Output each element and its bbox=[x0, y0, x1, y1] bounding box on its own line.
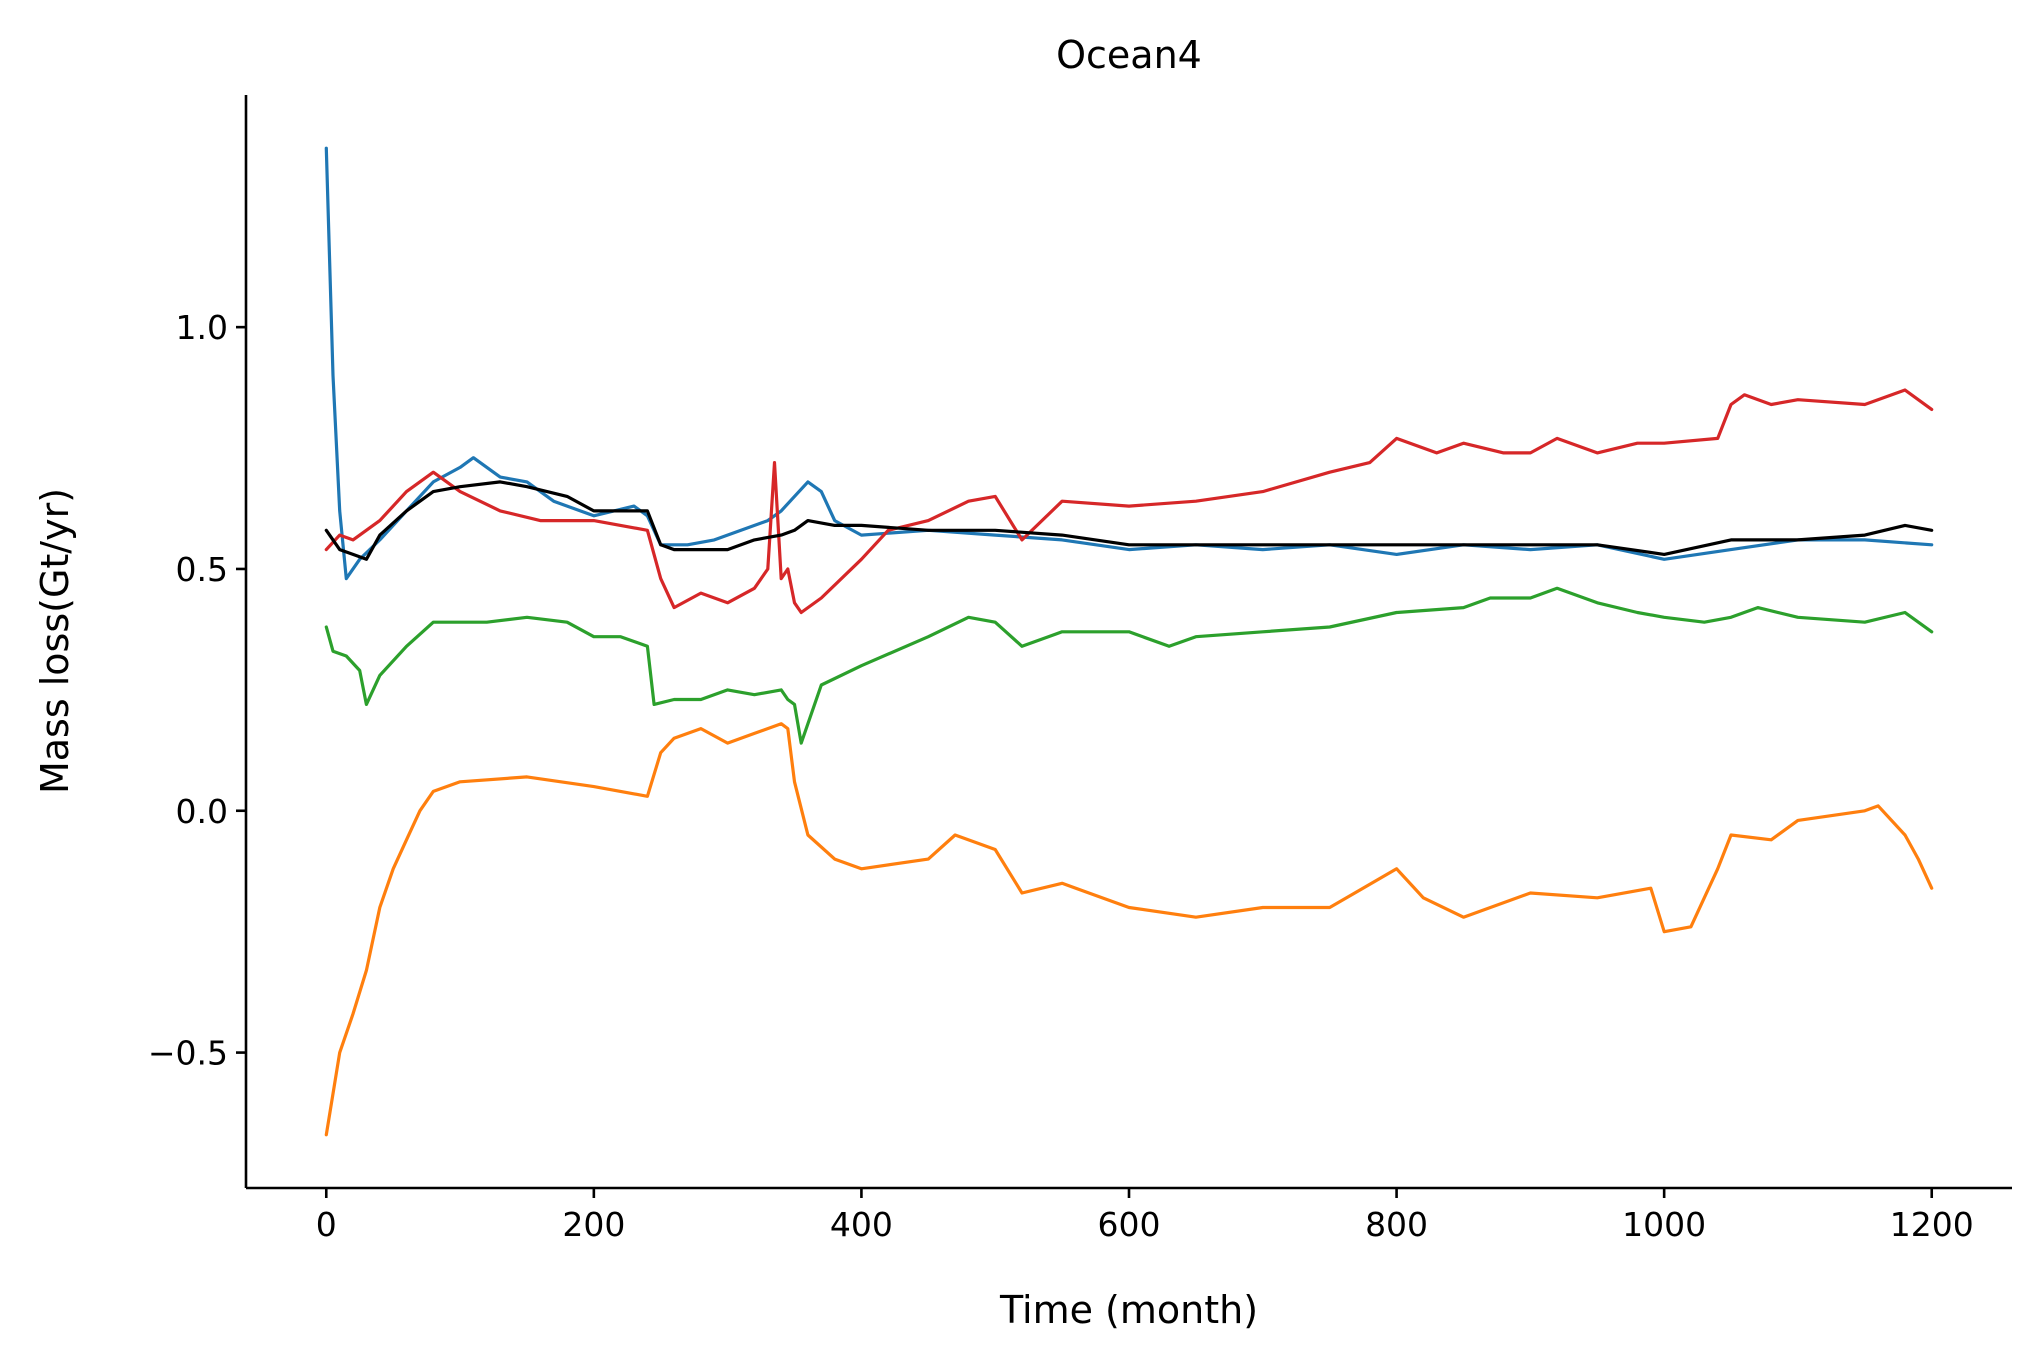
x-tick-label: 800 bbox=[1365, 1205, 1428, 1244]
y-tick-label: 0.0 bbox=[176, 792, 228, 831]
series-line-1 bbox=[324, 146, 1934, 581]
x-tick-label: 200 bbox=[562, 1205, 625, 1244]
x-tick-label: 400 bbox=[830, 1205, 893, 1244]
x-tick-label: 600 bbox=[1098, 1205, 1161, 1244]
y-tick-label: 1.0 bbox=[176, 308, 228, 347]
series-line-5 bbox=[324, 480, 1934, 561]
chart-title: Ocean4 bbox=[1056, 33, 1202, 77]
y-axis-label: Mass loss(Gt/yr) bbox=[33, 488, 77, 794]
y-tick-label: 0.5 bbox=[176, 550, 228, 589]
x-tick-label: 1200 bbox=[1890, 1205, 1974, 1244]
x-axis-ticks: 0 200 400 600 800 1000 1200 bbox=[316, 1188, 1974, 1244]
series-line-4 bbox=[324, 388, 1934, 615]
series-layer bbox=[324, 146, 1934, 1137]
y-axis-ticks: −0.5 0.0 0.5 1.0 bbox=[148, 308, 246, 1073]
series-line-3 bbox=[324, 586, 1934, 745]
x-tick-label: 0 bbox=[316, 1205, 337, 1244]
x-axis-label: Time (month) bbox=[999, 1288, 1258, 1332]
y-tick-label: −0.5 bbox=[148, 1034, 228, 1073]
x-tick-label: 1000 bbox=[1622, 1205, 1706, 1244]
series-line-2 bbox=[324, 722, 1934, 1137]
